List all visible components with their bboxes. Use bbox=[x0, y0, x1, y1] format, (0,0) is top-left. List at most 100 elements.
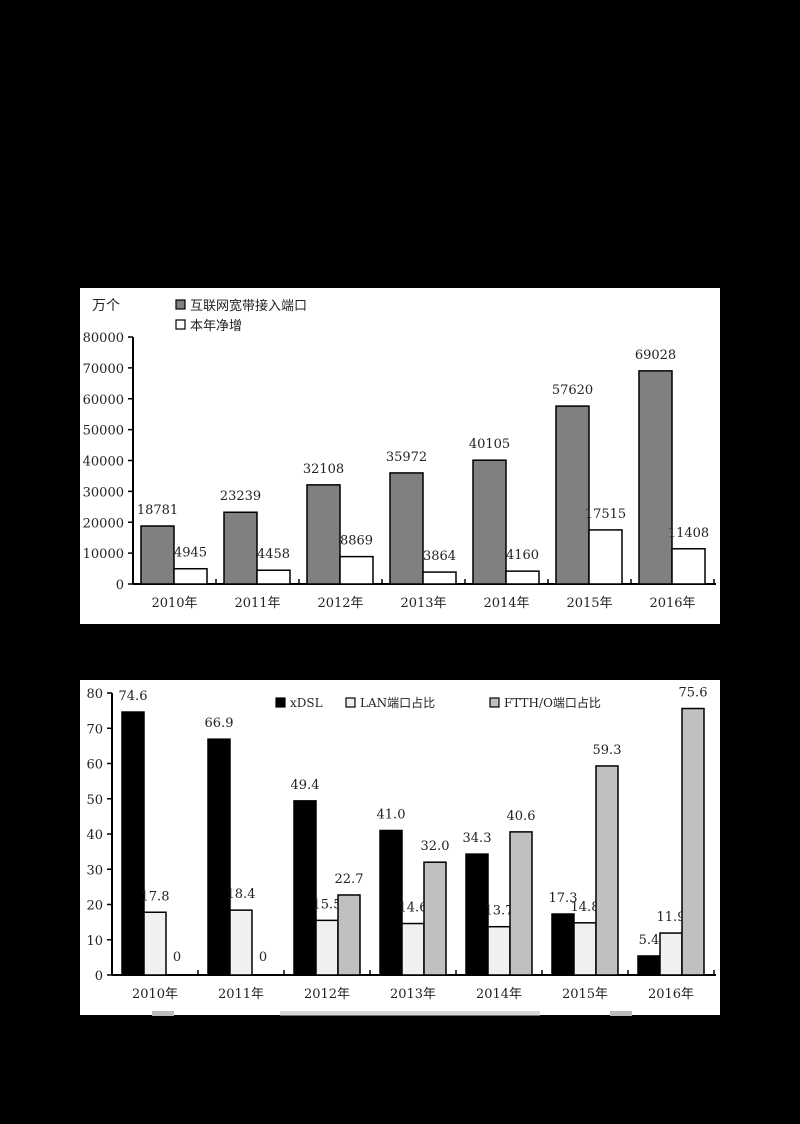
data-label: 17.8 bbox=[141, 889, 170, 904]
data-label: 32108 bbox=[303, 462, 344, 477]
data-label: 57620 bbox=[552, 383, 593, 398]
y-tick-label: 20 bbox=[86, 899, 103, 914]
scan-artifact bbox=[280, 1011, 540, 1016]
data-label: 49.4 bbox=[291, 778, 320, 793]
legend-swatch bbox=[275, 697, 286, 708]
bar bbox=[121, 711, 145, 976]
scan-artifact bbox=[610, 1011, 632, 1016]
y-tick-label: 80000 bbox=[83, 331, 124, 346]
legend-label: LAN端口占比 bbox=[360, 695, 435, 710]
legend-label: 本年净增 bbox=[190, 319, 242, 334]
y-axis-unit-label: 万个 bbox=[92, 298, 120, 314]
x-tick-label: 2014年 bbox=[476, 987, 522, 1002]
data-label: 35972 bbox=[386, 450, 427, 465]
data-label: 5.4 bbox=[639, 933, 660, 948]
chart-broadband-ports: 万个 互联网宽带接入端口 本年净增 0 10000 20000 30000 40000 5000… bbox=[80, 288, 720, 624]
x-tick-label: 2015年 bbox=[566, 596, 612, 611]
data-label: 11408 bbox=[668, 526, 709, 541]
bar bbox=[140, 525, 175, 585]
chart-port-share: xDSL LAN端口占比 FTTH/O端口占比 0 10 20 30 40 50 60 70 80 20… bbox=[80, 680, 720, 1015]
data-label: 0 bbox=[173, 950, 181, 965]
data-label: 75.6 bbox=[679, 686, 708, 701]
bar bbox=[401, 922, 425, 976]
data-label: 40105 bbox=[469, 437, 510, 452]
y-tick-label: 40 bbox=[86, 828, 103, 843]
y-tick-label: 40000 bbox=[83, 455, 124, 470]
bar bbox=[229, 909, 253, 976]
data-label: 11.9 bbox=[657, 910, 686, 925]
data-label: 18.4 bbox=[227, 887, 256, 902]
x-tick-label: 2010年 bbox=[132, 987, 178, 1002]
x-tick-label: 2013年 bbox=[390, 987, 436, 1002]
bar bbox=[681, 707, 705, 976]
data-label: 4458 bbox=[257, 547, 290, 562]
x-tick-label: 2011年 bbox=[218, 987, 264, 1002]
bar bbox=[465, 853, 489, 976]
data-label: 0 bbox=[259, 950, 267, 965]
bar bbox=[637, 955, 661, 976]
scan-artifact bbox=[152, 1011, 174, 1016]
bar bbox=[422, 571, 457, 585]
data-label: 3864 bbox=[423, 549, 456, 564]
legend-swatch bbox=[345, 697, 356, 708]
bar bbox=[638, 370, 673, 585]
bar bbox=[551, 913, 575, 976]
y-tick-label: 80 bbox=[86, 687, 103, 702]
bar bbox=[207, 738, 231, 976]
x-tick-label: 2012年 bbox=[304, 987, 350, 1002]
y-tick-label: 30000 bbox=[83, 485, 124, 500]
bar bbox=[389, 472, 424, 585]
data-label: 23239 bbox=[220, 489, 261, 504]
bar bbox=[339, 555, 374, 585]
bar bbox=[306, 484, 341, 585]
data-label: 41.0 bbox=[377, 807, 406, 822]
bar bbox=[173, 567, 208, 585]
legend-swatch bbox=[175, 319, 186, 330]
data-label: 14.6 bbox=[399, 901, 428, 916]
y-tick-label: 70 bbox=[86, 722, 103, 737]
data-label: 18781 bbox=[137, 503, 178, 518]
data-label: 32.0 bbox=[421, 839, 450, 854]
bar bbox=[595, 765, 619, 976]
y-tick-label: 50000 bbox=[83, 424, 124, 439]
y-tick-label: 30 bbox=[86, 863, 103, 878]
data-label: 17515 bbox=[585, 507, 626, 522]
y-tick-label: 10 bbox=[86, 934, 103, 949]
x-tick-label: 2014年 bbox=[483, 596, 529, 611]
x-tick-label: 2012年 bbox=[317, 596, 363, 611]
data-label: 13.7 bbox=[485, 904, 514, 919]
bar bbox=[293, 800, 317, 976]
x-tick-label: 2015年 bbox=[562, 987, 608, 1002]
bar bbox=[379, 829, 403, 976]
data-label: 66.9 bbox=[205, 716, 234, 731]
bar bbox=[423, 861, 447, 976]
data-label: 17.3 bbox=[549, 891, 578, 906]
legend-label: xDSL bbox=[290, 696, 323, 710]
y-tick-label: 20000 bbox=[83, 516, 124, 531]
bar bbox=[659, 932, 683, 976]
bar bbox=[509, 831, 533, 976]
data-label: 4945 bbox=[174, 546, 207, 561]
data-label: 8869 bbox=[340, 534, 373, 549]
legend-swatch bbox=[489, 697, 500, 708]
data-label: 15.5 bbox=[313, 897, 342, 912]
bar bbox=[472, 459, 507, 585]
data-label: 69028 bbox=[635, 348, 676, 363]
legend-label: FTTH/O端口占比 bbox=[504, 695, 601, 710]
x-tick-label: 2013年 bbox=[400, 596, 446, 611]
data-label: 40.6 bbox=[507, 809, 536, 824]
data-label: 59.3 bbox=[593, 743, 622, 758]
bar-chart-port-share: xDSL LAN端口占比 FTTH/O端口占比 0 10 20 30 40 50 60 70 80 20… bbox=[86, 686, 716, 1002]
data-label: 34.3 bbox=[463, 831, 492, 846]
bar bbox=[337, 894, 361, 976]
data-label: 4160 bbox=[506, 548, 539, 563]
x-tick-label: 2016年 bbox=[648, 987, 694, 1002]
y-tick-label: 0 bbox=[116, 578, 124, 593]
data-label: 14.8 bbox=[571, 900, 600, 915]
y-tick-label: 0 bbox=[95, 969, 103, 984]
x-tick-label: 2011年 bbox=[234, 596, 280, 611]
bar bbox=[256, 569, 291, 585]
y-tick-label: 60000 bbox=[83, 393, 124, 408]
y-tick-label: 60 bbox=[86, 758, 103, 773]
